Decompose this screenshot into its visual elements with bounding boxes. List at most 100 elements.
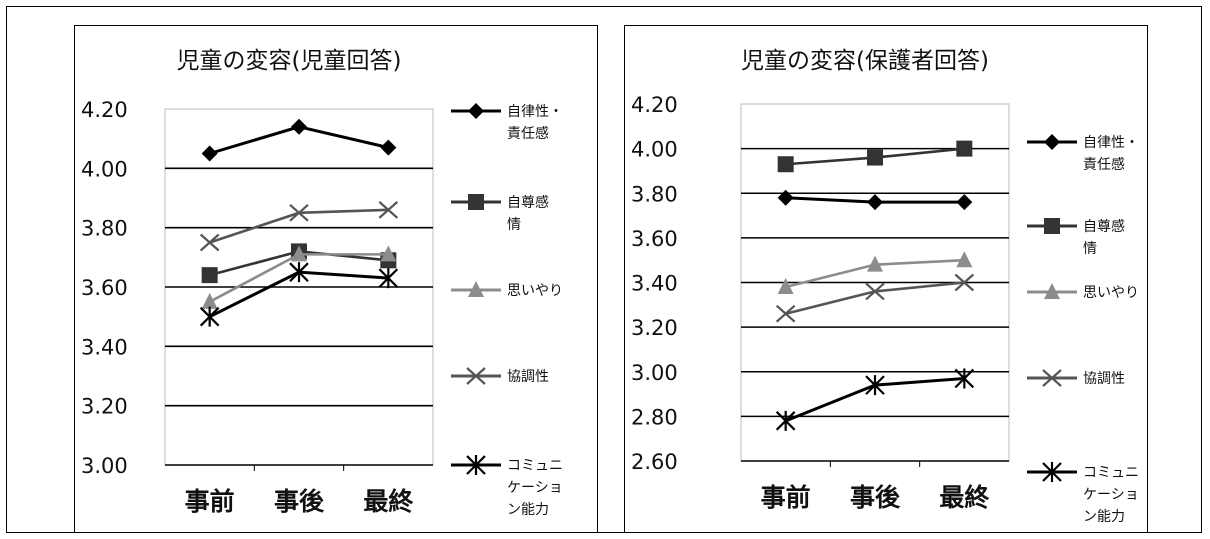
series-1-point-shape xyxy=(956,194,973,211)
legend-marker-3-shape xyxy=(1044,283,1060,299)
series-2-point xyxy=(867,149,883,166)
series-3-point xyxy=(380,245,397,262)
series-5-point xyxy=(289,262,309,283)
series-4-line xyxy=(785,281,965,315)
legend-label-2: 情 xyxy=(507,217,521,233)
legend-marker-4 xyxy=(466,367,486,385)
series-3-point xyxy=(867,255,883,272)
x-tick-label: 事後 xyxy=(274,487,325,516)
series-3-point-shape xyxy=(867,255,883,272)
y-tick-label: 3.80 xyxy=(631,182,678,206)
series-5-point-shape xyxy=(199,306,220,327)
legend-label-1: 責任感 xyxy=(507,125,549,142)
series-2-point-shape xyxy=(956,140,973,157)
y-tick-label: 3.00 xyxy=(81,454,128,478)
legend-label-3: 思いやり xyxy=(507,283,563,299)
series-4-point xyxy=(865,282,885,301)
legend-marker-2-shape xyxy=(468,194,484,210)
y-tick-label: 2.80 xyxy=(631,405,678,429)
x-tick-label: 事前 xyxy=(761,483,811,512)
legend-label-2: 情 xyxy=(1083,241,1097,257)
series-5-point-shape xyxy=(775,410,796,431)
legend-marker-4-shape xyxy=(1042,369,1062,387)
series-2-point-shape xyxy=(777,156,794,173)
chart-panel-parent-answers: 児童の変容(保護者回答) 2.60 2.80 3.00 3.20 3.40 3.60 3.80… xyxy=(624,25,1148,533)
series-3-point xyxy=(201,292,218,309)
figure-frame: 児童の変容(児童回答) 3.00 3.20 3.40 3.60 3.80 4.00 4.20 事… xyxy=(6,6,1202,533)
legend-marker-3 xyxy=(1044,283,1060,299)
legend-marker-2-shape xyxy=(1044,218,1060,234)
y-tick-label: 3.80 xyxy=(81,217,128,241)
chart-title: 児童の変容(保護者回答) xyxy=(741,48,989,74)
y-tick-label: 3.40 xyxy=(631,272,678,296)
x-tick-label: 事後 xyxy=(850,483,901,512)
y-tick-label: 4.20 xyxy=(631,93,678,117)
y-tick-label: 3.60 xyxy=(631,227,678,251)
series-2-point-shape xyxy=(201,267,218,284)
legend-label-1: 責任感 xyxy=(1083,156,1125,173)
legend-label-3: 思いやり xyxy=(1083,285,1139,301)
series-2-point xyxy=(201,267,218,284)
legend-marker-1 xyxy=(468,103,484,119)
legend-marker-4-shape xyxy=(466,367,486,385)
series-1-point xyxy=(777,189,794,206)
legend-marker-2 xyxy=(468,194,484,210)
series-3-point-shape xyxy=(777,277,794,294)
series-5-point-shape xyxy=(289,262,309,283)
x-tick-label: 最終 xyxy=(939,483,989,512)
series-2-point xyxy=(777,156,794,173)
series-1-point-shape xyxy=(291,118,307,135)
chart-panel-child-answers: 児童の変容(児童回答) 3.00 3.20 3.40 3.60 3.80 4.00 4.20 事… xyxy=(74,25,598,533)
series-5-point xyxy=(199,306,220,327)
chart-parent-answers: 児童の変容(保護者回答) 2.60 2.80 3.00 3.20 3.40 3.60 3.80… xyxy=(631,48,1139,525)
legend-marker-1 xyxy=(1044,134,1060,150)
legend-label-4: 協調性 xyxy=(1083,371,1125,387)
series-5-point-shape xyxy=(378,268,399,289)
y-tick-label: 3.20 xyxy=(81,395,128,419)
legend-marker-3-shape xyxy=(468,281,484,297)
legend-marker-5 xyxy=(466,455,486,475)
series-2-point-shape xyxy=(867,149,883,166)
series-1-point-shape xyxy=(777,189,794,206)
legend-marker-4 xyxy=(1042,369,1062,387)
legend-marker-2 xyxy=(1044,218,1060,234)
series-3-point xyxy=(777,277,794,294)
series-1-point xyxy=(867,194,883,211)
legend-marker-1-shape xyxy=(1044,134,1060,150)
series-1-point-shape xyxy=(380,139,397,156)
y-tick-label: 4.20 xyxy=(81,98,128,122)
legend-marker-5 xyxy=(1042,462,1062,482)
legend-marker-5-shape xyxy=(466,455,486,475)
series-1-point xyxy=(201,145,218,162)
y-tick-label: 3.60 xyxy=(81,276,128,300)
series-1-point-shape xyxy=(201,145,218,162)
series-4-line xyxy=(209,208,389,244)
y-tick-label: 3.00 xyxy=(631,361,678,385)
series-5-point xyxy=(865,375,885,396)
series-3-point-shape xyxy=(201,292,218,309)
series-1-point xyxy=(380,139,397,156)
series-4-point xyxy=(199,233,220,252)
x-tick-label: 最終 xyxy=(363,487,413,516)
series-4-point-shape xyxy=(954,273,975,292)
series-4-point xyxy=(289,204,309,222)
series-4-point xyxy=(775,304,796,323)
series-5-point-shape xyxy=(954,368,975,389)
series-4-point-shape xyxy=(289,204,309,222)
legend-marker-1-shape xyxy=(468,103,484,119)
legend-label-1: 自律性・ xyxy=(1083,135,1139,151)
series-4-point xyxy=(954,273,975,292)
series-3-point-shape xyxy=(380,245,397,262)
legend-label-2: 自尊感 xyxy=(1083,218,1125,235)
series-5-point-shape xyxy=(865,375,885,396)
series-3-point-shape xyxy=(291,245,307,262)
legend-label-5: ン能力 xyxy=(1083,509,1125,525)
legend-label-5: ケーショ xyxy=(507,480,563,496)
chart-title: 児童の変容(児童回答) xyxy=(177,48,402,74)
series-5-point xyxy=(954,368,975,389)
series-1-point-shape xyxy=(867,194,883,211)
y-tick-label: 3.20 xyxy=(631,316,678,340)
series-4-point-shape xyxy=(378,201,399,219)
series-5-point xyxy=(775,410,796,431)
series-2-point xyxy=(956,140,973,157)
